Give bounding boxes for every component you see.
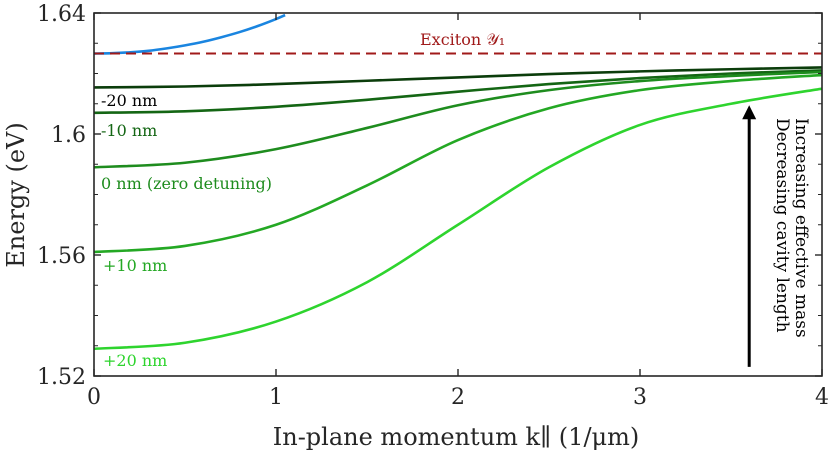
x-tick-label-0: 0 xyxy=(87,385,101,410)
plot-frame xyxy=(93,12,823,377)
arrow-head xyxy=(742,105,757,120)
label-plus-20nm: +20 nm xyxy=(103,351,167,370)
curve-labels-layer: -20 nm -10 nm 0 nm (zero detuning) +10 n… xyxy=(101,91,272,370)
x-tick-label-3: 3 xyxy=(633,385,647,410)
x-axis-label: In-plane momentum k∥ (1/μm) xyxy=(273,423,640,451)
arrow-text-line-2: Decreasing cavity length xyxy=(772,118,792,333)
x-tick-label-2: 2 xyxy=(451,385,465,410)
label-0nm: 0 nm (zero detuning) xyxy=(101,174,272,193)
label-minus-20nm: -20 nm xyxy=(101,91,157,110)
series-line-0 xyxy=(94,66,822,89)
arrow-text-line-1: Increasing effective mass xyxy=(791,118,811,338)
series-line-5 xyxy=(94,13,286,55)
label-minus-10nm: -10 nm xyxy=(101,121,157,140)
y-tick-label-1: 1.56 xyxy=(37,244,86,269)
y-tick-label-0: 1.52 xyxy=(37,365,86,390)
y-axis-label: Energy (eV) xyxy=(2,122,30,267)
y-tick-label-2: 1.6 xyxy=(51,123,86,148)
y-tick-label-3: 1.64 xyxy=(37,2,86,27)
series-line-4 xyxy=(94,87,822,351)
label-plus-10nm: +10 nm xyxy=(103,256,167,275)
x-tick-label-4: 4 xyxy=(815,385,829,410)
series-line-3 xyxy=(94,73,822,254)
arrow-annotation: Increasing effective mass xyxy=(791,118,811,338)
series-line-2 xyxy=(94,70,822,169)
x-tick-label-1: 1 xyxy=(269,385,283,410)
arrow-annotation-2: Decreasing cavity length xyxy=(772,118,792,333)
ticks-layer: 0 1 2 3 4 1.52 1.56 1.6 1.64 xyxy=(37,2,829,410)
series-line-1 xyxy=(94,69,822,115)
curves-layer xyxy=(94,13,822,351)
trend-arrow xyxy=(742,105,757,367)
exciton-label: Exciton 𝒴₁ xyxy=(420,30,505,49)
